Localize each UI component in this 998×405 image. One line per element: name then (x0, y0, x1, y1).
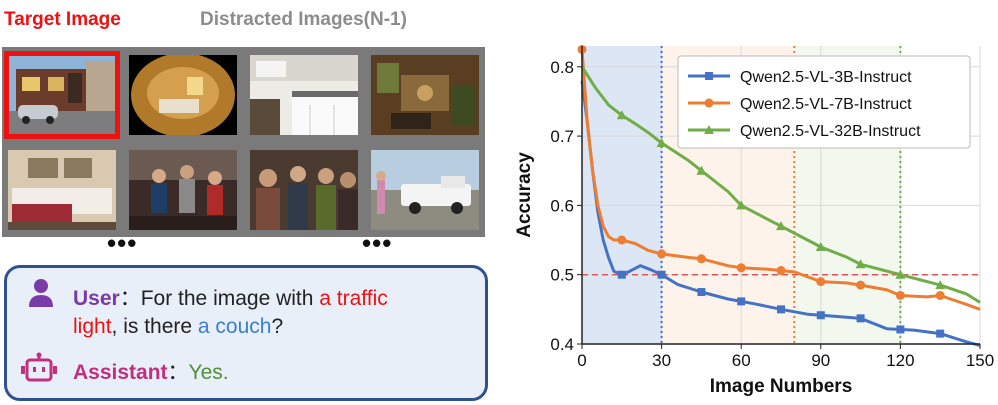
assistant-answer: Assistant：Yes. (73, 356, 229, 386)
series-line-2 (580, 65, 981, 304)
thumbnail-fisheye-room (129, 55, 237, 135)
legend-label-2: Qwen2.5-VL-32B-Instruct (740, 123, 921, 140)
y-tick-label: 0.4 (550, 335, 574, 354)
user-question: User：For the image with a traffic (73, 282, 388, 312)
series-point-1 (895, 290, 905, 300)
x-axis-label: Image Numbers (710, 376, 853, 397)
series-point-2 (855, 259, 866, 269)
kitchen-image (250, 55, 358, 135)
legend-marker-1 (704, 98, 714, 108)
y-axis-label: Accuracy (514, 152, 535, 238)
series-point-1 (617, 235, 627, 245)
series-point-1 (736, 263, 746, 273)
series-point-2 (656, 138, 667, 148)
series-point-0 (816, 311, 825, 320)
shaded-region-blue (582, 46, 662, 344)
question-highlight-traffic: a traffic (319, 287, 388, 310)
legend-marker-2 (704, 125, 714, 134)
series-point-0 (617, 270, 626, 279)
series-point-1 (856, 280, 866, 290)
user-label: User (73, 287, 120, 310)
fisheye-room-image (129, 55, 237, 135)
distracted-images-heading: Distracted Images(N-1) (200, 9, 407, 30)
street-corner-image (8, 55, 116, 135)
series-point-2 (895, 269, 906, 279)
thumbnail-party-dancing (129, 150, 237, 230)
series-point-2 (815, 241, 826, 251)
party-dancing-image (129, 150, 237, 230)
series-point-0 (896, 325, 905, 334)
x-tick-label: 60 (732, 351, 751, 370)
series-point-2 (776, 221, 786, 231)
ellipsis-left: ••• (107, 228, 138, 258)
series-point-0 (737, 297, 746, 306)
series-point-2 (696, 165, 707, 175)
thumbnail-bedroom (8, 150, 116, 230)
legend-label-1: Qwen2.5-VL-7B-Instruct (740, 96, 912, 113)
user-question-line2: light, is there a couch? (73, 315, 283, 339)
series-point-1 (816, 277, 826, 287)
series-point-0 (657, 270, 666, 279)
user-icon (29, 279, 53, 307)
bedroom-image (8, 150, 116, 230)
legend-label-0: Qwen2.5-VL-3B-Instruct (740, 69, 912, 86)
question-text-2: , is there (111, 315, 198, 338)
legend-box (677, 55, 971, 149)
crowd-gathering-image (250, 150, 358, 230)
y-tick-label: 0.8 (550, 58, 574, 77)
ellipsis-right: ••• (362, 228, 393, 258)
thumbnail-pickup-truck (371, 150, 479, 230)
x-tick-label: 150 (966, 351, 994, 370)
series-point-0 (777, 305, 785, 314)
series-point-0 (697, 288, 706, 297)
question-highlight-couch: a couch (197, 315, 272, 338)
thumbnail-street-corner (4, 51, 120, 139)
chart-axes: 0 30 60 90 120 150 0.4 0.5 0.6 0.7 0.8 Image Number… (514, 46, 994, 397)
chart-legend: Qwen2.5-VL-3B-Instruct Qwen2.5-VL-7B-Inst… (677, 55, 971, 149)
series-point-2 (736, 200, 747, 210)
series-point-1 (657, 249, 667, 259)
series-point-0 (856, 314, 865, 323)
question-text-3: ? (271, 315, 284, 338)
dialog-box: User：For the image with a traffic light,… (4, 265, 488, 401)
image-grid (2, 47, 485, 237)
thumbnail-living-room-aerial (371, 55, 479, 135)
y-tick-label: 0.6 (550, 196, 574, 215)
robot-icon (21, 352, 57, 382)
thumbnail-kitchen (250, 55, 358, 135)
series-line-0 (580, 80, 981, 347)
series-point-0 (936, 329, 945, 338)
assistant-label: Assistant (73, 361, 168, 384)
series-point-1 (696, 254, 706, 264)
y-tick-label: 0.5 (550, 266, 574, 285)
x-tick-label: 120 (886, 351, 914, 370)
legend-marker-0 (705, 72, 713, 80)
series-point-2 (935, 280, 946, 290)
question-text-1: For the image with (140, 287, 320, 310)
series-point-2 (616, 110, 627, 120)
answer-text: Yes. (188, 361, 229, 384)
user-colon: ： (119, 287, 141, 310)
question-highlight-light: light (73, 315, 112, 338)
x-tick-label: 90 (811, 351, 830, 370)
series-point-1 (935, 290, 945, 300)
pickup-truck-image (371, 150, 479, 230)
target-image-heading: Target Image (4, 9, 121, 30)
thumbnail-crowd-gathering (250, 150, 358, 230)
accuracy-chart: 0 30 60 90 120 150 0.4 0.5 0.6 0.7 0.8 Image Number… (514, 44, 994, 397)
series-point-1 (776, 266, 786, 276)
assistant-colon: ： (167, 361, 189, 384)
y-tick-label: 0.7 (550, 127, 574, 146)
x-tick-label: 30 (652, 351, 671, 370)
x-tick-label: 0 (577, 351, 586, 370)
living-room-aerial-image (371, 55, 479, 135)
